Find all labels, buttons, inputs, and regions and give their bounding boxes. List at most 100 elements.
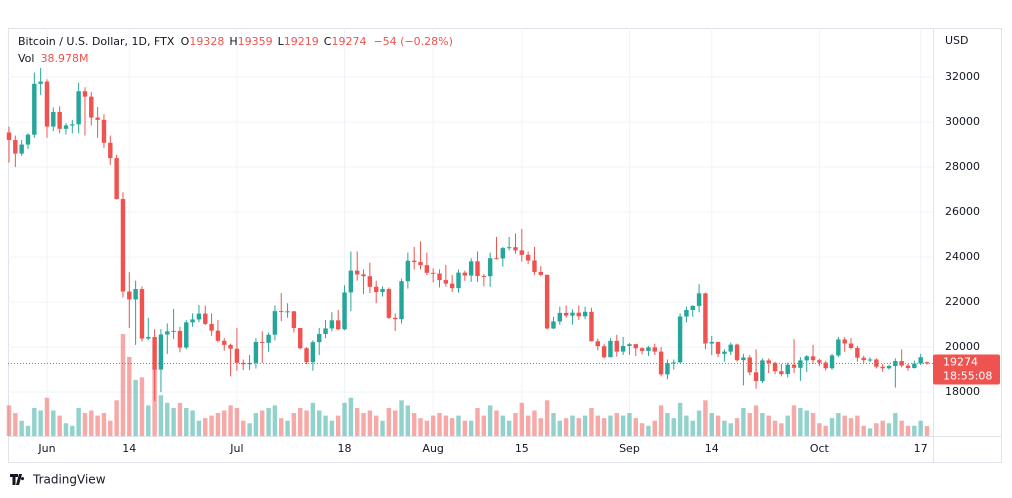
volume-layer xyxy=(6,334,930,436)
volume-bar xyxy=(665,413,670,436)
ohlc-letter: O xyxy=(181,35,190,48)
candle-body xyxy=(544,274,550,329)
volume-bar xyxy=(924,426,930,436)
volume-bar xyxy=(703,400,708,436)
candle-body xyxy=(487,258,493,277)
volume-bar xyxy=(487,405,493,436)
candle-body xyxy=(146,336,151,339)
candle-body xyxy=(367,276,373,287)
volume-bar xyxy=(671,418,676,436)
candle-body xyxy=(285,311,290,313)
volume-bar xyxy=(690,420,695,436)
candle-body xyxy=(893,361,898,367)
ohlc-value: 19359 xyxy=(238,35,273,48)
candle-body xyxy=(652,347,657,352)
candle-body xyxy=(867,359,873,361)
volume-bar xyxy=(108,420,113,436)
volume-bar xyxy=(582,415,588,436)
volume-bar xyxy=(627,413,632,436)
volume-bar xyxy=(133,379,138,436)
candle-body xyxy=(203,313,208,324)
volume-bar xyxy=(430,415,436,436)
volume-bar xyxy=(506,420,512,436)
candle-body xyxy=(918,357,923,364)
volume-bar xyxy=(525,415,531,436)
candle-body xyxy=(32,83,37,135)
volume-bar xyxy=(253,413,259,436)
volume-bar xyxy=(127,356,132,436)
volume-bar xyxy=(468,420,474,436)
candle-body xyxy=(342,292,347,330)
volume-bar xyxy=(538,418,544,436)
volume-bar xyxy=(171,407,176,436)
ohlc-value: 19219 xyxy=(284,35,319,48)
volume-bar xyxy=(443,415,449,436)
candle-body xyxy=(241,362,246,365)
volume-bar xyxy=(753,405,759,436)
candle-body xyxy=(44,81,50,127)
volume-bar xyxy=(373,415,379,436)
volume-bar xyxy=(424,420,430,436)
candle-body xyxy=(842,339,847,344)
candle-body xyxy=(696,293,702,306)
volume-bar xyxy=(89,410,94,436)
volume-bar xyxy=(418,418,423,436)
candle-body xyxy=(779,371,784,375)
candle-body xyxy=(601,346,607,358)
candle-body xyxy=(481,275,487,277)
candle-body xyxy=(798,360,803,368)
volume-bar xyxy=(215,413,221,436)
candle-body xyxy=(924,362,930,364)
volume-bar xyxy=(101,413,107,436)
ohlc-letter: L xyxy=(278,35,285,48)
volume-bar xyxy=(519,402,525,436)
volume-bar xyxy=(810,413,816,436)
volume-bar xyxy=(411,413,417,436)
header: Bitcoin / U.S. Dollar, 1D, FTX O19328 H193… xyxy=(18,35,453,48)
ohlc-letter: H xyxy=(229,35,237,48)
volume-bar xyxy=(861,425,866,436)
x-tick-label: Jun xyxy=(37,442,55,455)
candle-body xyxy=(639,348,645,351)
candle-body xyxy=(272,311,278,335)
volume-bar xyxy=(772,420,778,436)
candle-body xyxy=(899,361,904,366)
candle-body xyxy=(386,289,392,318)
candle-body xyxy=(785,364,790,375)
volume-bar xyxy=(867,428,873,436)
volume-bar xyxy=(241,420,246,436)
candle-body xyxy=(620,345,626,352)
x-tick-label: Jul xyxy=(229,442,243,455)
x-tick-label: 17 xyxy=(914,442,928,455)
ohlc-letter: C xyxy=(324,35,332,48)
volume-bar xyxy=(601,418,607,436)
volume-bar xyxy=(260,410,265,436)
volume-bar xyxy=(918,420,923,436)
volume-bar xyxy=(32,407,37,436)
candle-body xyxy=(627,344,632,346)
chart-frame xyxy=(8,28,1002,463)
volume-bar xyxy=(836,413,841,436)
volume-bar xyxy=(728,423,733,436)
candle-body xyxy=(279,311,284,313)
candle-body xyxy=(665,363,670,375)
x-tick-label: 18 xyxy=(338,442,352,455)
volume-bar xyxy=(817,423,822,436)
x-tick-label: 14 xyxy=(705,442,719,455)
y-tick-label: 30000 xyxy=(945,115,980,128)
candle-body xyxy=(165,331,170,335)
y-tick-label: 20000 xyxy=(945,340,980,353)
volume-bar xyxy=(570,415,575,436)
volume-bar xyxy=(576,418,582,436)
price-tag xyxy=(933,354,1000,385)
candle-body xyxy=(874,359,879,367)
volume-bar xyxy=(855,415,860,436)
candle-body xyxy=(253,341,259,363)
volume-bar xyxy=(905,425,911,436)
volume-bar xyxy=(146,405,151,436)
candle-body xyxy=(418,262,423,266)
volume-bar xyxy=(677,402,683,436)
x-tick-label: Sep xyxy=(619,442,640,455)
volume-bar xyxy=(741,407,746,436)
candle-body xyxy=(247,362,252,365)
